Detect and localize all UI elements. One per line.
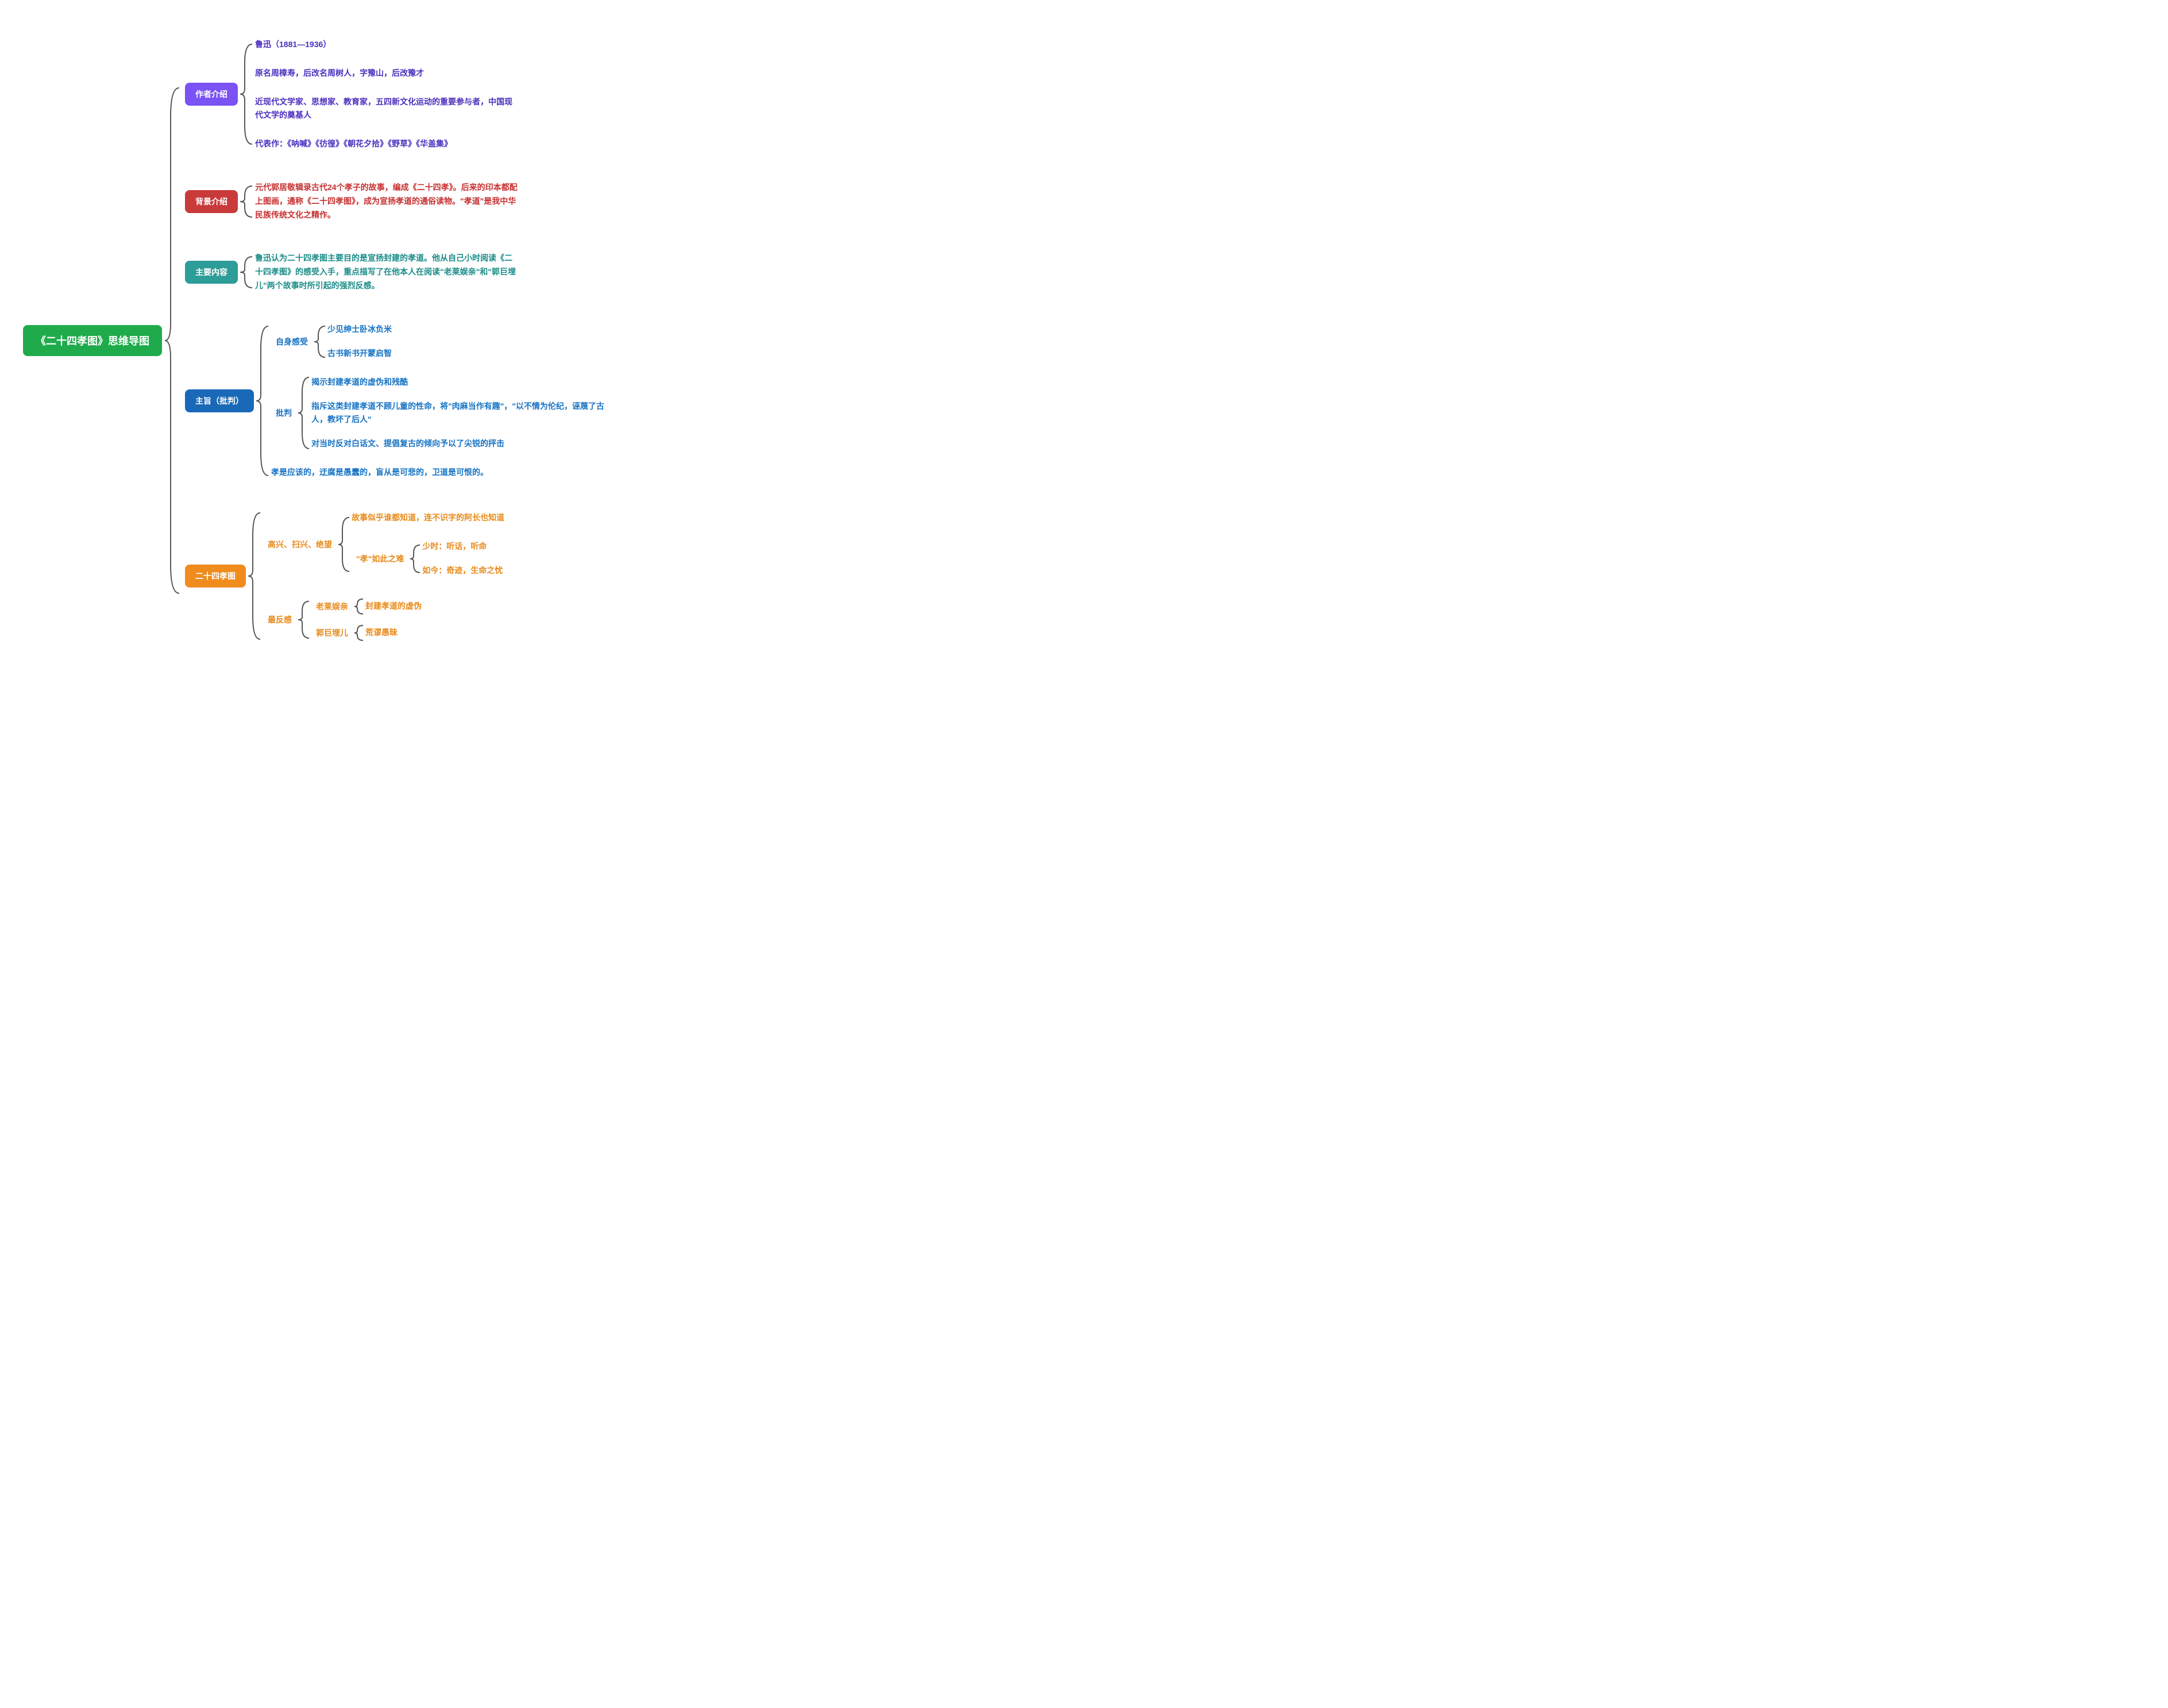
branch-critique: 批判 揭示封建孝道的虚伪和残酷 指斥这类封建孝道不顾儿童的性命，将"肉麻当作有趣… bbox=[271, 373, 610, 453]
brace-guoju bbox=[353, 623, 365, 643]
branch-dislike: 最反感 老莱娱亲 封建孝道的虚伪 郭巨埋儿 bbox=[263, 596, 504, 643]
branch-theme: 主旨（批判） 自身感受 少见绅士卧冰负米 古书新书开蒙启智 bbox=[185, 320, 610, 482]
mindmap-root-container: 《二十四孝图》思维导图 作者介绍 鲁迅（1881—1936） 原名周樟寿，后改名… bbox=[23, 23, 2145, 658]
laolai-text: 封建孝道的虚伪 bbox=[365, 597, 422, 616]
brace-author bbox=[238, 40, 255, 149]
root-node[interactable]: 《二十四孝图》思维导图 bbox=[23, 325, 162, 356]
label-difficult: "孝"如此之难 bbox=[352, 551, 408, 567]
brace-dislike bbox=[296, 597, 311, 643]
label-dislike: 最反感 bbox=[263, 612, 296, 628]
brace-happy bbox=[337, 513, 352, 576]
dislike-children: 老莱娱亲 封建孝道的虚伪 郭巨埋儿 荒谬愚昧 bbox=[311, 596, 422, 643]
label-laolai: 老莱娱亲 bbox=[311, 598, 353, 615]
branch-laolai: 老莱娱亲 封建孝道的虚伪 bbox=[311, 596, 422, 617]
branch-self: 自身感受 少见绅士卧冰负米 古书新书开蒙启智 bbox=[271, 320, 610, 363]
background-text: 元代郭居敬辑录古代24个孝子的故事，编成《二十四孝》。后来的印本都配上图画，通称… bbox=[255, 179, 519, 224]
branch-guoju: 郭巨埋儿 荒谬愚昧 bbox=[311, 623, 422, 643]
guoju-text: 荒谬愚昧 bbox=[365, 624, 398, 642]
root-brace bbox=[162, 82, 185, 599]
brace-twentyfour bbox=[246, 507, 263, 645]
self-items: 少见绅士卧冰负米 古书新书开蒙启智 bbox=[327, 320, 392, 363]
twentyfour-children: 高兴、扫兴、绝望 故事似乎谁都知道，连不识字的阿长也知道 "孝"如此之难 bbox=[263, 509, 504, 643]
brace-content bbox=[238, 252, 255, 292]
author-item-3: 代表作：《呐喊》《彷徨》《朝花夕拾》《野草》《华盖集》 bbox=[255, 135, 519, 153]
critique-item-2: 对当时反对白话文、提倡复古的倾向予以了尖锐的抨击 bbox=[311, 435, 610, 453]
theme-summary: 孝是应该的，迂腐是愚蠢的，盲从是可悲的，卫道是可恨的。 bbox=[271, 463, 535, 482]
node-twentyfour[interactable]: 二十四孝图 bbox=[185, 565, 246, 588]
critique-items: 揭示封建孝道的虚伪和残酷 指斥这类封建孝道不顾儿童的性命，将"肉麻当作有趣"，"… bbox=[311, 373, 610, 453]
brace-self bbox=[313, 322, 327, 362]
branch-content: 主要内容 鲁迅认为二十四孝图主要目的是宣扬封建的孝道。他从自己小时阅读《二十四孝… bbox=[185, 249, 610, 295]
level1-children: 作者介绍 鲁迅（1881—1936） 原名周樟寿，后改名周树人，字豫山，后改豫才… bbox=[185, 23, 610, 658]
label-self: 自身感受 bbox=[271, 334, 313, 350]
branch-difficult: "孝"如此之难 少时：听话，听命 如今：奇迹，生命之忧 bbox=[352, 538, 504, 580]
brace-laolai bbox=[353, 596, 365, 617]
theme-children: 自身感受 少见绅士卧冰负米 古书新书开蒙启智 批判 bbox=[271, 320, 610, 482]
happy-item1: 故事似乎谁都知道，连不识字的阿长也知道 bbox=[352, 509, 504, 527]
self-item-1: 古书新书开蒙启智 bbox=[327, 345, 392, 363]
branch-background: 背景介绍 元代郭居敬辑录古代24个孝子的故事，编成《二十四孝》。后来的印本都配上… bbox=[185, 179, 610, 224]
label-guoju: 郭巨埋儿 bbox=[311, 625, 353, 641]
brace-critique bbox=[296, 373, 311, 453]
author-item-2: 近现代文学家、思想家、教育家，五四新文化运动的重要参与者，中国现代文学的奠基人 bbox=[255, 93, 519, 125]
self-item-0: 少见绅士卧冰负米 bbox=[327, 320, 392, 339]
critique-item-1: 指斥这类封建孝道不顾儿童的性命，将"肉麻当作有趣"，"以不情为伦纪，诬蔑了古人，… bbox=[311, 397, 610, 430]
brace-theme bbox=[254, 320, 271, 481]
author-item-1: 原名周樟寿，后改名周树人，字豫山，后改豫才 bbox=[255, 64, 519, 83]
node-content[interactable]: 主要内容 bbox=[185, 261, 238, 284]
content-text: 鲁迅认为二十四孝图主要目的是宣扬封建的孝道。他从自己小时阅读《二十四孝图》的感受… bbox=[255, 249, 519, 295]
node-background[interactable]: 背景介绍 bbox=[185, 190, 238, 213]
difficult-item-0: 少时：听话，听命 bbox=[422, 538, 503, 556]
difficult-item-1: 如今：奇迹，生命之忧 bbox=[422, 562, 503, 580]
node-theme[interactable]: 主旨（批判） bbox=[185, 389, 254, 412]
node-author[interactable]: 作者介绍 bbox=[185, 83, 238, 106]
label-happy: 高兴、扫兴、绝望 bbox=[263, 536, 337, 552]
happy-children: 故事似乎谁都知道，连不识字的阿长也知道 "孝"如此之难 少时：听话，听命 如今：… bbox=[352, 509, 504, 579]
branch-twentyfour: 二十四孝图 高兴、扫兴、绝望 故事似乎谁都知道，连不识字的阿长也知道 "孝"如此… bbox=[185, 507, 610, 645]
branch-happy: 高兴、扫兴、绝望 故事似乎谁都知道，连不识字的阿长也知道 "孝"如此之难 bbox=[263, 509, 504, 579]
difficult-items: 少时：听话，听命 如今：奇迹，生命之忧 bbox=[422, 538, 503, 580]
author-item-0: 鲁迅（1881—1936） bbox=[255, 36, 519, 54]
branch-author: 作者介绍 鲁迅（1881—1936） 原名周樟寿，后改名周树人，字豫山，后改豫才… bbox=[185, 36, 610, 153]
brace-difficult bbox=[408, 542, 422, 576]
brace-background bbox=[238, 181, 255, 222]
critique-item-0: 揭示封建孝道的虚伪和残酷 bbox=[311, 373, 610, 392]
author-items: 鲁迅（1881—1936） 原名周樟寿，后改名周树人，字豫山，后改豫才 近现代文… bbox=[255, 36, 519, 153]
label-critique: 批判 bbox=[271, 405, 296, 421]
